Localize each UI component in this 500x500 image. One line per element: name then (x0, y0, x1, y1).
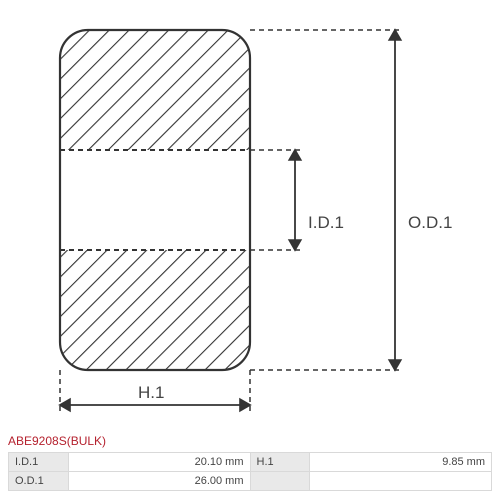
spec-table: I.D.1 20.10 mm H.1 9.85 mm O.D.1 26.00 m… (8, 452, 492, 491)
spec-id1-value: 20.10 mm (68, 453, 250, 472)
spec-od1-value: 26.00 mm (68, 472, 250, 491)
spec-h1-value: 9.85 mm (310, 453, 492, 472)
spec-id1-label: I.D.1 (9, 453, 69, 472)
od1-dim-label: O.D.1 (408, 213, 452, 232)
h1-dim-label: H.1 (138, 383, 164, 402)
table-row: O.D.1 26.00 mm (9, 472, 492, 491)
part-number: ABE9208S(BULK) (8, 434, 106, 448)
spec-h1-label: H.1 (250, 453, 310, 472)
bearing-cross-section-diagram: I.D.1 O.D.1 H.1 (0, 0, 500, 430)
spec-empty-value (310, 472, 492, 491)
table-row: I.D.1 20.10 mm H.1 9.85 mm (9, 453, 492, 472)
spec-empty-label (250, 472, 310, 491)
id1-dim-label: I.D.1 (308, 213, 344, 232)
spec-od1-label: O.D.1 (9, 472, 69, 491)
